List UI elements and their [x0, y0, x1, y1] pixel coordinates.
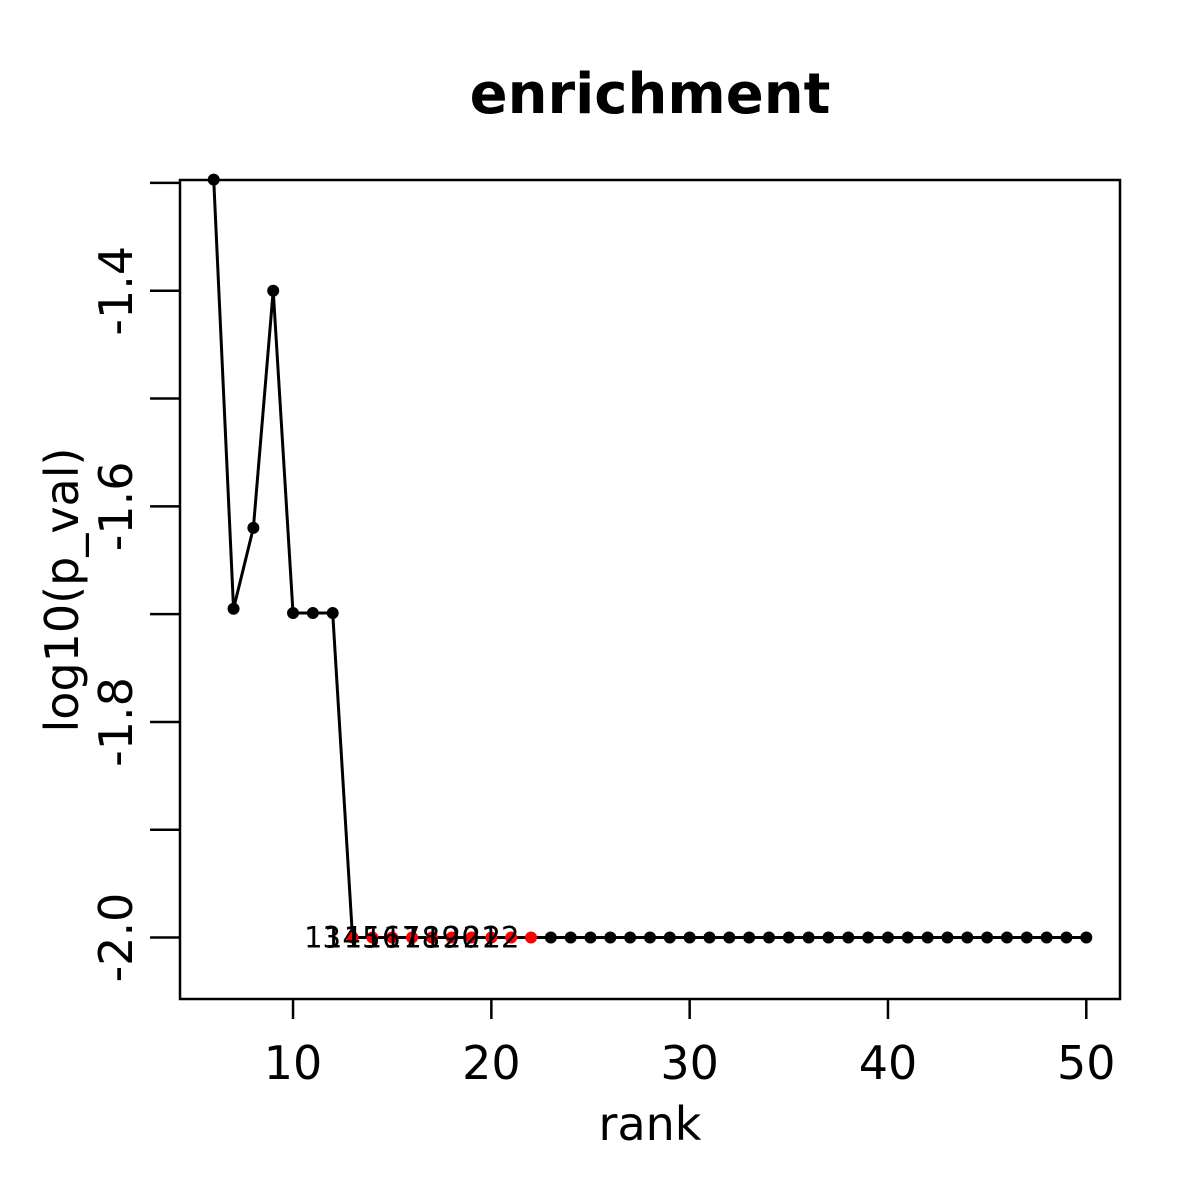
point-label-21: 21: [463, 921, 500, 955]
data-point: [564, 931, 577, 944]
data-point: [881, 931, 894, 944]
plot-frame: [178, 178, 1122, 1001]
point-label-13: 13: [304, 921, 341, 955]
y-tick-label--1.6: -1.6: [89, 461, 143, 551]
data-point: [544, 931, 557, 944]
highlighted-point: [465, 931, 478, 944]
x-tick-label-10: 10: [264, 1036, 323, 1090]
chart-title: enrichment: [470, 62, 831, 127]
series-line: [212, 179, 1087, 940]
x-tick-label-40: 40: [859, 1036, 918, 1090]
x-axis: 10 20 30 40 50: [264, 999, 1116, 1090]
data-point: [1040, 931, 1053, 944]
data-point: [981, 931, 994, 944]
y-axis: -2.0 -1.8 -1.6 -1.4: [89, 181, 180, 983]
points-layer: [207, 173, 1093, 944]
data-point: [842, 931, 855, 944]
data-point: [901, 931, 914, 944]
x-tick-label-30: 30: [660, 1036, 719, 1090]
data-point: [267, 284, 280, 297]
x-tick-label-20: 20: [462, 1036, 521, 1090]
point-label-19: 19: [423, 921, 460, 955]
data-point: [306, 607, 319, 620]
data-point: [762, 931, 775, 944]
data-point: [723, 931, 736, 944]
highlighted-point: [366, 931, 379, 944]
data-point: [822, 931, 835, 944]
point-label-14: 14: [324, 921, 361, 955]
data-point: [941, 931, 954, 944]
highlighted-point: [505, 931, 518, 944]
series-polyline: [212, 179, 1087, 940]
data-point: [862, 931, 875, 944]
data-point: [782, 931, 795, 944]
data-point: [1060, 931, 1073, 944]
point-label-16: 16: [364, 921, 401, 955]
data-point: [921, 931, 934, 944]
point-label-18: 18: [403, 921, 440, 955]
point-label-20: 20: [443, 921, 480, 955]
data-point: [644, 931, 656, 944]
data-point: [663, 931, 676, 944]
data-point: [584, 931, 597, 944]
data-point: [604, 931, 617, 944]
data-point: [961, 931, 974, 944]
point-label-22: 22: [483, 921, 520, 955]
data-point: [1000, 931, 1013, 944]
data-point: [743, 931, 756, 944]
data-point: [683, 931, 696, 944]
data-point: [802, 931, 815, 944]
highlighted-point: [445, 931, 458, 944]
x-axis-label: rank: [599, 1097, 702, 1151]
data-point: [703, 931, 716, 944]
y-axis-label: log10(p_val): [35, 448, 89, 733]
highlighted-point: [386, 931, 399, 944]
data-point: [287, 607, 300, 620]
highlighted-point: [346, 931, 359, 944]
highlighted-point: [406, 931, 419, 944]
y-tick-label--1.4: -1.4: [89, 246, 143, 336]
x-tick-label-50: 50: [1057, 1036, 1116, 1090]
y-tick-label--1.8: -1.8: [89, 677, 143, 767]
data-point: [326, 607, 339, 620]
data-point: [1020, 931, 1033, 944]
highlighted-point: [425, 931, 438, 944]
data-point: [207, 173, 220, 186]
highlighted-point: [525, 931, 538, 944]
data-point: [247, 521, 260, 534]
data-point: [624, 931, 637, 944]
y-tick-label--2.0: -2.0: [89, 893, 143, 983]
point-label-15: 15: [344, 921, 381, 955]
highlighted-point: [485, 931, 498, 944]
point-label-17: 17: [383, 921, 420, 955]
data-point: [1080, 931, 1093, 944]
data-point: [227, 602, 240, 615]
